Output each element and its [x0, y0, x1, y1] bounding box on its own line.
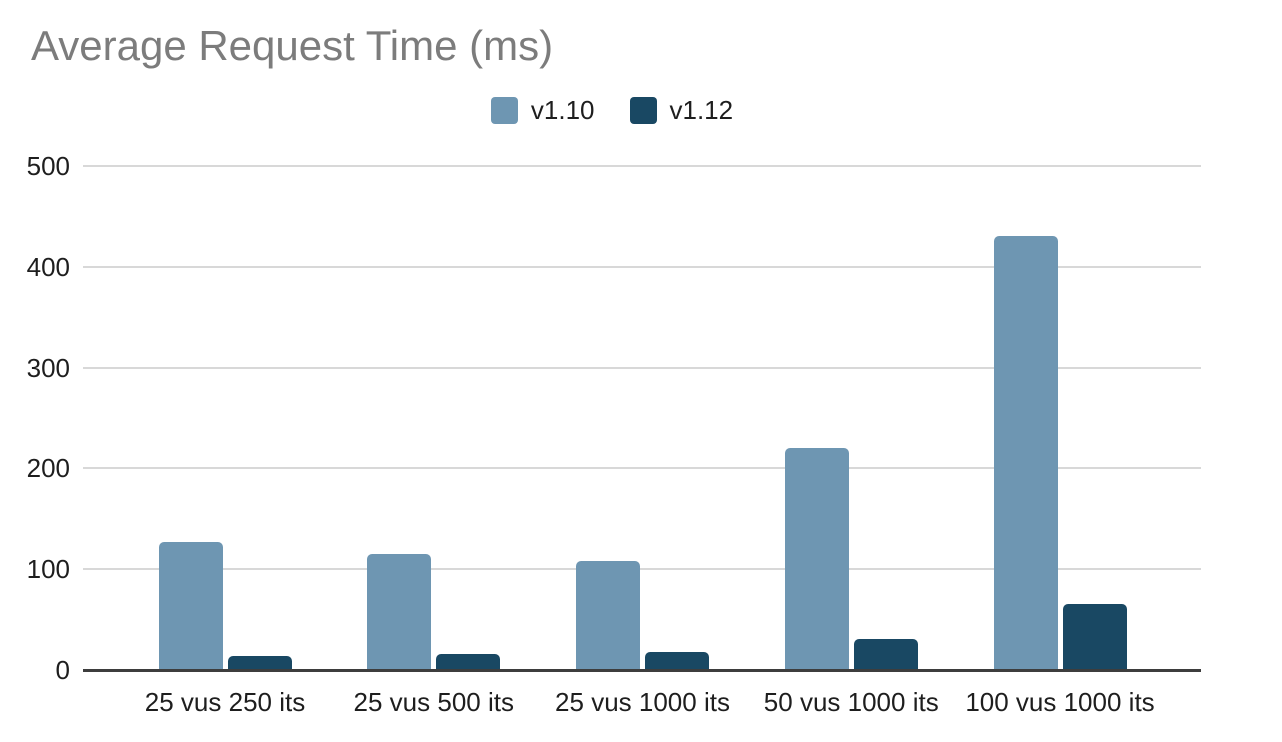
x-axis-category-label: 50 vus 1000 its	[763, 687, 939, 717]
bar-v1-12	[853, 638, 918, 670]
x-axis-category-label: 25 vus 500 its	[353, 687, 514, 717]
bar-v1-12	[227, 655, 292, 670]
x-axis-line	[83, 669, 1201, 672]
x-axis-category-label: 25 vus 250 its	[144, 687, 306, 717]
legend-label-v1-12: v1.12	[669, 94, 734, 125]
plot-area: 0 100 200 300 400 500 25 vus 250 its 25 vus 500…	[27, 151, 1201, 717]
legend-item-v1-10: v1.10	[490, 94, 595, 126]
chart-title: Average Request Time (ms)	[31, 22, 554, 69]
y-axis-tick-label: 200	[26, 453, 70, 484]
bar-v1-12	[436, 653, 501, 670]
x-axis-category-label: 100 vus 1000 its	[965, 687, 1155, 717]
gridline	[83, 265, 1201, 268]
bar-v1-10	[367, 554, 432, 670]
y-axis-tick-label: 0	[55, 655, 70, 685]
bar-v1-10	[576, 561, 640, 670]
chart-legend: v1.10 v1.12	[0, 95, 1253, 125]
gridline	[83, 467, 1201, 470]
y-axis-tick-label: 300	[26, 352, 70, 383]
bar-v1-10	[158, 541, 223, 670]
gridline	[83, 165, 1201, 167]
legend-swatch-v1-12	[629, 96, 657, 124]
bar-v1-10	[784, 448, 849, 670]
bar-v1-12	[1062, 604, 1127, 670]
x-axis-category-label: 25 vus 1000 its	[555, 687, 730, 717]
y-axis-tick-label: 400	[26, 251, 70, 282]
gridline	[83, 366, 1201, 369]
y-axis-tick-label: 100	[26, 554, 70, 585]
legend-swatch-v1-10	[490, 96, 518, 124]
legend-item-v1-12: v1.12	[629, 94, 734, 126]
y-axis-tick-label: 500	[26, 151, 70, 181]
bar-v1-12	[645, 651, 709, 670]
legend-label-v1-10: v1.10	[530, 94, 595, 125]
gridline	[83, 568, 1201, 571]
bar-v1-10	[993, 235, 1058, 670]
